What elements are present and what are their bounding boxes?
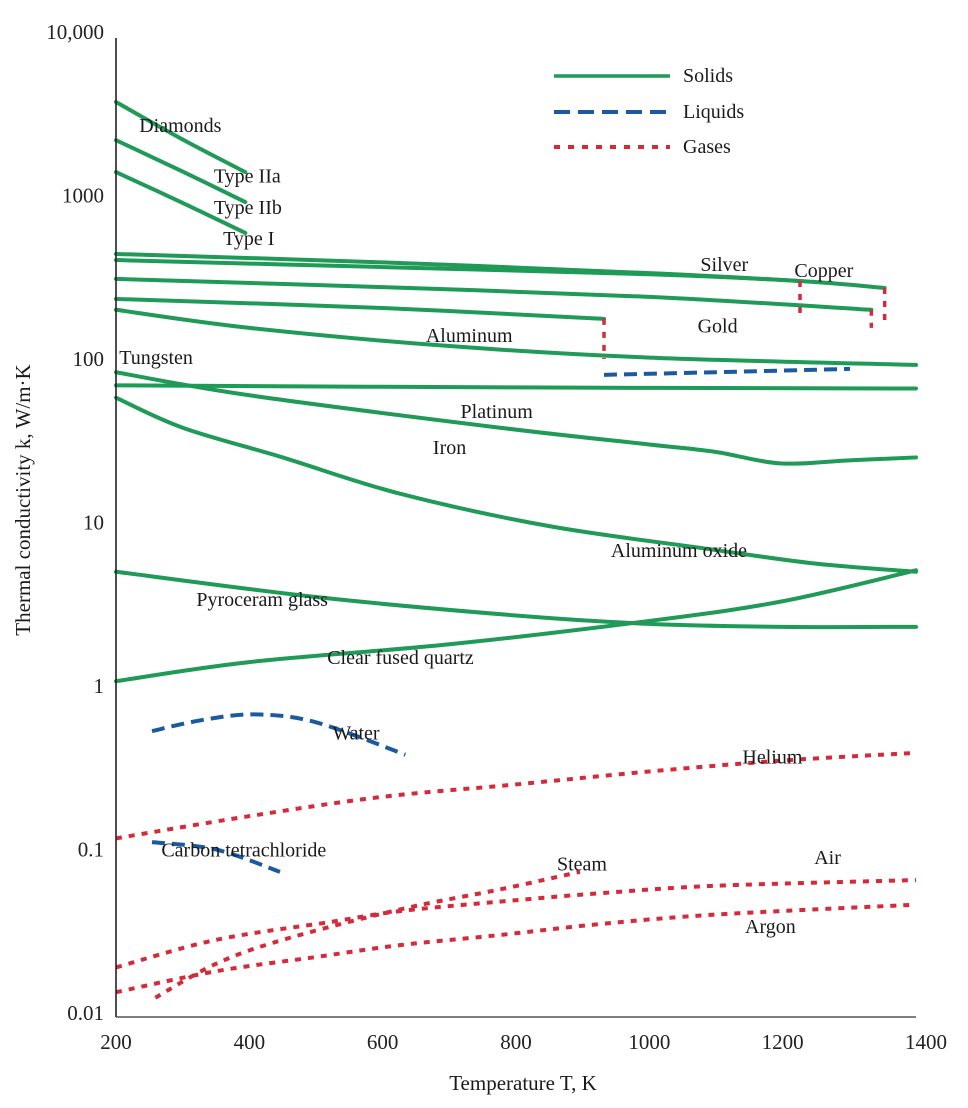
- label-helium: Helium: [742, 747, 802, 769]
- label-iron: Iron: [433, 437, 466, 459]
- x-tick-label: 200: [100, 1030, 132, 1054]
- x-tick-label: 1200: [762, 1030, 804, 1054]
- y-tick-label: 0.1: [78, 838, 104, 862]
- label-pyroceram-glass: Pyroceram glass: [196, 589, 328, 611]
- y-tick-label: 1: [94, 674, 105, 698]
- series-diamond-type-i: [114, 170, 248, 235]
- series-gold: [114, 276, 874, 312]
- legend-label-liquids: Liquids: [683, 101, 744, 123]
- label-water: Water: [332, 722, 380, 744]
- y-axis-title: Thermal conductivity k, W/m·K: [11, 364, 35, 635]
- label-gold: Gold: [698, 316, 738, 338]
- series-tungsten: [114, 307, 918, 367]
- label-tungsten: Tungsten: [119, 347, 193, 369]
- axes: [115, 38, 916, 1018]
- legend-label-solids: Solids: [683, 65, 733, 87]
- series-copper: [114, 258, 887, 290]
- label-argon: Argon: [745, 916, 796, 938]
- plot-lines: [114, 100, 918, 1000]
- series-helium: [115, 750, 917, 841]
- label-aluminum: Aluminum: [426, 325, 513, 347]
- legend: Solids Liquids Gases: [554, 65, 744, 158]
- x-tick-label: 800: [500, 1030, 532, 1054]
- x-tick-label: 1000: [628, 1030, 670, 1054]
- series-iron: [114, 370, 918, 466]
- y-tick-label: 1000: [62, 184, 104, 208]
- series-diamond-type-iib: [114, 138, 248, 205]
- series-aluminum-oxide: [114, 395, 918, 574]
- label-silver: Silver: [700, 254, 748, 276]
- curve-labels: Diamonds Type IIa Type IIb Type I Silver Copp…: [119, 115, 853, 938]
- series-argon: [115, 902, 917, 995]
- label-platinum: Platinum: [461, 401, 534, 423]
- label-steam: Steam: [557, 854, 607, 876]
- y-tick-label: 0.01: [67, 1001, 104, 1025]
- series-platinum: [114, 383, 918, 391]
- x-tick-label: 600: [367, 1030, 399, 1054]
- label-carbon-tetrachloride: Carbon tetrachloride: [161, 840, 326, 862]
- series-clear-fused-quartz: [114, 568, 918, 684]
- label-aluminum-oxide: Aluminum oxide: [611, 540, 747, 562]
- label-copper: Copper: [794, 260, 853, 282]
- y-tick-label: 10: [83, 511, 104, 535]
- y-tick-labels: 0.01 0.1 1 10 100 1000 10,000: [46, 20, 104, 1025]
- label-diamonds: Diamonds: [139, 115, 221, 137]
- label-type-iib: Type IIb: [214, 197, 282, 219]
- label-type-iia: Type IIa: [214, 165, 281, 187]
- label-clear-fused-quartz: Clear fused quartz: [327, 647, 474, 669]
- series-aluminum-liquid: [603, 366, 851, 377]
- series-aluminum: [114, 296, 606, 321]
- series-air: [115, 878, 917, 970]
- y-tick-label: 100: [73, 347, 105, 371]
- series-pyroceram-glass: [114, 569, 918, 630]
- y-tick-label: 10,000: [46, 20, 104, 44]
- series-carbon-tetrachloride: [151, 840, 281, 874]
- series-steam: [154, 869, 581, 1000]
- series-water: [151, 712, 407, 757]
- x-tick-label: 400: [234, 1030, 266, 1054]
- x-tick-labels: 200 400 600 800 1000 1200 1400: [100, 1030, 947, 1054]
- series-diamond-type-iia: [114, 100, 248, 175]
- legend-label-gases: Gases: [683, 136, 731, 158]
- label-type-i: Type I: [223, 228, 274, 250]
- x-axis-title: Temperature T, K: [449, 1071, 597, 1095]
- label-air: Air: [814, 847, 841, 869]
- x-tick-label: 1400: [905, 1030, 947, 1054]
